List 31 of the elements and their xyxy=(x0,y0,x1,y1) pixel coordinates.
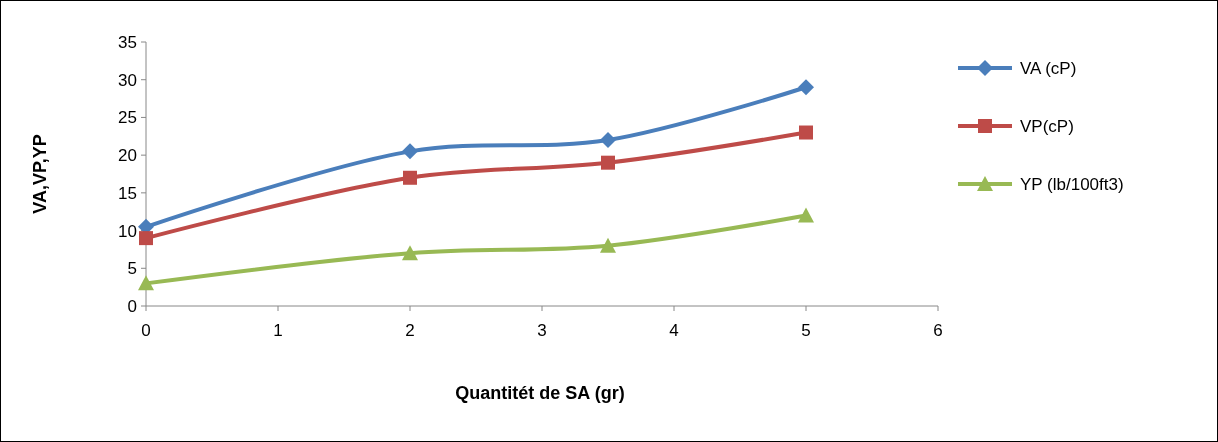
x-tick-label: 5 xyxy=(801,321,811,340)
y-tick-label: 30 xyxy=(118,70,137,90)
x-tick-label: 4 xyxy=(669,321,679,340)
x-axis-title: Quantitét de SA (gr) xyxy=(455,383,625,403)
legend-label: YP (lb/100ft3) xyxy=(1020,174,1124,194)
point xyxy=(600,132,616,149)
point xyxy=(402,245,418,261)
y-tick-label: 15 xyxy=(118,183,137,203)
point xyxy=(798,79,814,96)
x-tick-label: 0 xyxy=(141,321,151,340)
point xyxy=(799,125,813,140)
point xyxy=(601,155,615,170)
y-tick-label: 5 xyxy=(127,259,137,279)
x-tick-label: 2 xyxy=(405,321,415,340)
point xyxy=(403,170,417,185)
point xyxy=(798,207,814,223)
point xyxy=(402,143,418,160)
y-tick-label: 35 xyxy=(118,32,137,52)
y-tick-label: 0 xyxy=(127,296,137,316)
point xyxy=(139,231,153,246)
legend-label: VP(cP) xyxy=(1020,116,1074,136)
x-tick-label: 6 xyxy=(933,321,943,340)
y-axis-title: VA,VP,YP xyxy=(30,134,50,214)
y-tick-label: 20 xyxy=(118,146,137,166)
legend-label: VA (cP) xyxy=(1020,58,1077,78)
y-tick-label: 25 xyxy=(118,108,137,128)
y-tick-label: 10 xyxy=(118,221,137,241)
point xyxy=(600,237,616,253)
point xyxy=(138,275,154,291)
x-tick-label: 1 xyxy=(273,321,283,340)
x-tick-label: 3 xyxy=(537,321,547,340)
